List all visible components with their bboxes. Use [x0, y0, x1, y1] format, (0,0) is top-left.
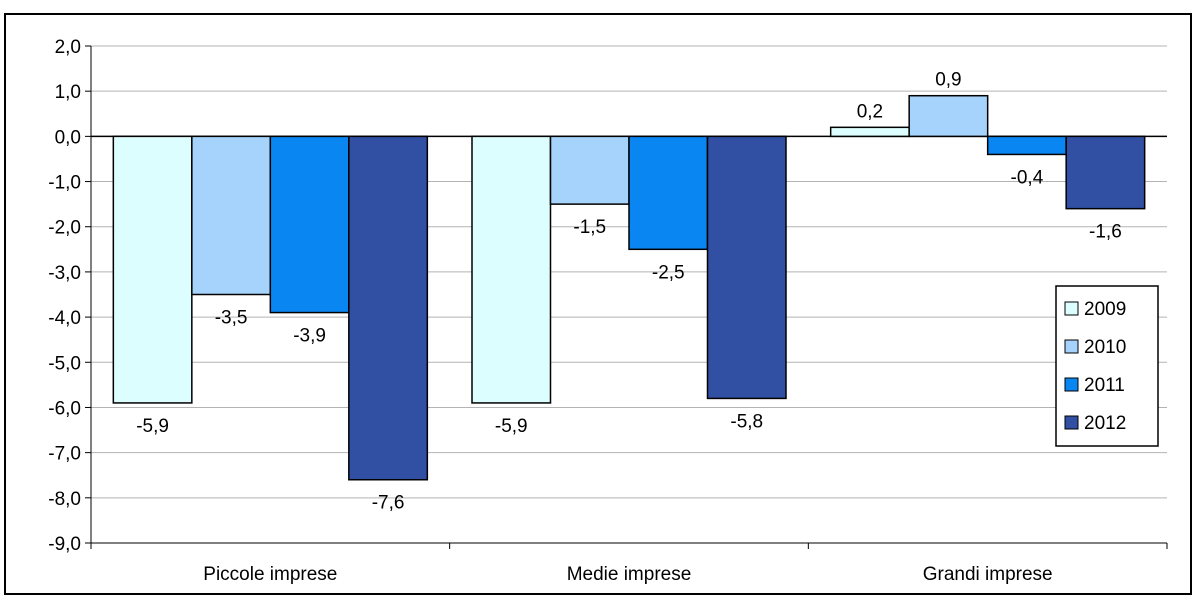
- bar-2009: [829, 126, 910, 138]
- data-label: -5,9: [136, 416, 169, 437]
- bar-2010: [191, 135, 272, 296]
- bar-2010: [549, 135, 630, 205]
- data-labels: -5,9 -5,9 0,2 -3,5 -1,5 0,9 -3,9 -2,5 -0,4 -7,6 -5…: [136, 70, 1122, 514]
- legend-swatch-2009: [1064, 301, 1079, 316]
- legend-label: 2011: [1084, 375, 1125, 396]
- x-tick-label: Grandi imprese: [923, 564, 1053, 585]
- data-label: -1,5: [573, 217, 606, 238]
- y-tick-label: -2,0: [48, 218, 81, 239]
- y-tick-label: -5,0: [48, 353, 81, 374]
- data-label: -3,5: [215, 308, 248, 329]
- bar-2012: [348, 135, 429, 481]
- y-tick-label: -1,0: [48, 173, 81, 194]
- bar-2012: [706, 135, 787, 400]
- y-tick-label: -7,0: [48, 444, 81, 465]
- y-tick-label: -3,0: [48, 263, 81, 284]
- legend-label: 2010: [1084, 337, 1126, 358]
- legend-label: 2012: [1084, 413, 1126, 434]
- y-tick-label: 2,0: [55, 37, 81, 58]
- bar-2011: [628, 135, 709, 251]
- data-label: -0,4: [1011, 167, 1044, 188]
- data-label: -2,5: [652, 262, 685, 283]
- data-label: -7,6: [372, 493, 405, 514]
- legend-swatch-2012: [1064, 415, 1079, 430]
- y-tick-label: 0,0: [55, 127, 81, 148]
- legend-swatch-2011: [1064, 377, 1079, 392]
- y-tick-label: -4,0: [48, 308, 81, 329]
- data-label: -1,6: [1089, 222, 1122, 243]
- bar-2010: [908, 94, 989, 138]
- data-label: -3,9: [293, 326, 326, 347]
- data-label: -5,9: [495, 416, 528, 437]
- y-tick-label: 1,0: [55, 82, 81, 103]
- bar-2011: [269, 135, 350, 314]
- x-tick-label: Piccole imprese: [203, 564, 337, 585]
- bar-2009: [112, 135, 193, 404]
- legend-label: 2009: [1084, 299, 1126, 320]
- data-label: 0,2: [857, 101, 883, 122]
- bar-2012: [1065, 135, 1146, 210]
- x-tick-label: Medie imprese: [567, 564, 692, 585]
- y-tick-label: -8,0: [48, 489, 81, 510]
- gridlines: [91, 45, 1167, 544]
- bar-2011: [986, 135, 1067, 156]
- legend-swatch-2010: [1064, 339, 1079, 354]
- bar-2009: [471, 135, 552, 404]
- legend: 2009 2010 2011 2012: [1055, 285, 1159, 447]
- bars: [112, 94, 1146, 481]
- y-tick-label: -9,0: [48, 534, 81, 555]
- data-label: -5,8: [730, 411, 763, 432]
- y-tick-label: -6,0: [48, 398, 81, 419]
- data-label: 0,9: [935, 70, 961, 91]
